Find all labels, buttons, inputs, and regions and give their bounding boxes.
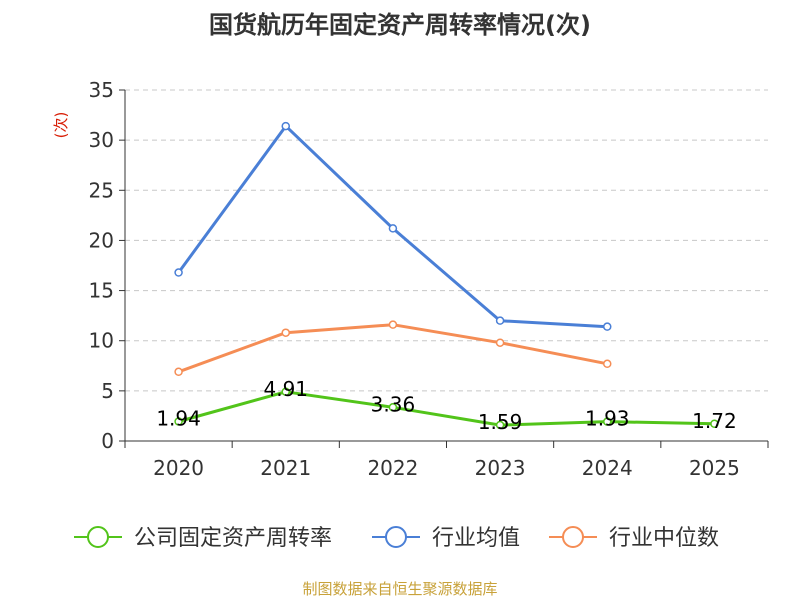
data-point [495, 338, 505, 347]
y-tick-label: 35 [89, 78, 114, 102]
data-labels: 1.94 4.91 3.36 1.59 1.93 1.72 [156, 377, 736, 434]
data-label: 1.72 [692, 409, 737, 433]
data-point [281, 121, 290, 131]
legend-label: 行业均值 [432, 526, 520, 551]
x-tick-label: 2022 [367, 456, 418, 480]
y-tick-label: 0 [101, 429, 114, 453]
legend-item: 行业中位数 [549, 526, 719, 551]
data-point [710, 419, 719, 429]
legend-label: 公司固定资产周转率 [134, 526, 332, 551]
data-point [388, 224, 398, 233]
x-tick-label: 2021 [260, 456, 311, 480]
data-label: 4.91 [263, 377, 308, 401]
y-tick-label: 5 [101, 379, 114, 403]
legend-marker [562, 526, 584, 548]
series-0 [174, 387, 719, 430]
y-axis-unit-label: (次) [52, 112, 70, 139]
legend-item: 公司固定资产周转率 [74, 526, 332, 551]
series-line [178, 323, 608, 374]
y-tick-label: 15 [89, 279, 114, 303]
data-point [174, 417, 183, 426]
series-2 [174, 320, 612, 377]
legend: 公司固定资产周转率 行业均值 行业中位数 [74, 526, 719, 551]
y-tick-label: 10 [89, 329, 114, 353]
data-label: 1.59 [478, 410, 523, 434]
data-point [281, 387, 290, 397]
data-point [281, 328, 290, 337]
source-note: 制图数据来自恒生聚源数据库 [302, 580, 497, 598]
series-1 [174, 121, 612, 331]
data-point [388, 403, 398, 412]
data-point [495, 316, 505, 325]
x-tick-label: 2023 [475, 456, 526, 480]
x-tick-label: 2020 [153, 456, 204, 480]
data-label: 1.93 [585, 407, 630, 431]
data-point [495, 420, 505, 430]
y-tick-label: 25 [89, 178, 114, 202]
data-label: 1.94 [156, 407, 201, 431]
x-tick-label: 2024 [582, 456, 633, 480]
y-tick-label: 30 [89, 128, 114, 152]
series-line [178, 390, 715, 427]
data-point [174, 268, 183, 277]
data-label: 3.36 [371, 392, 416, 416]
legend-marker [385, 526, 407, 548]
legend-marker [87, 526, 109, 548]
legend-item: 行业均值 [372, 526, 520, 551]
chart-title: 国货航历年固定资产周转率情况(次) [209, 11, 591, 39]
grid-lines [125, 89, 768, 392]
data-point [603, 322, 612, 331]
y-tick-label: 20 [89, 228, 114, 252]
data-point [174, 367, 183, 377]
data-point [603, 417, 612, 426]
series-layer [174, 121, 719, 430]
x-tick-label: 2025 [689, 456, 740, 480]
data-point [603, 359, 612, 369]
legend-label: 行业中位数 [609, 526, 719, 551]
data-point [388, 320, 398, 329]
